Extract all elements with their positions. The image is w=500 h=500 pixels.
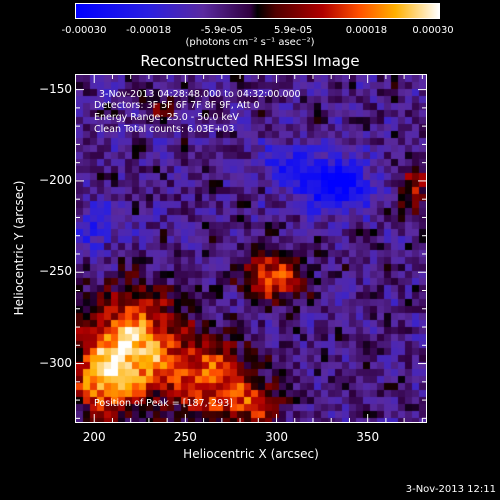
annotation-energy: Energy Range: 25.0 - 50.0 keV bbox=[94, 112, 239, 123]
y-axis-label: Heliocentric Y (arcsec) bbox=[12, 180, 26, 316]
colorbar-tick-label: -5.9e-05 bbox=[200, 25, 243, 36]
y-axis-tick-label: −300 bbox=[39, 355, 72, 370]
plot-timestamp: 3-Nov-2013 12:11 bbox=[405, 484, 496, 495]
colorbar-tick-label: 0.00018 bbox=[345, 25, 388, 36]
x-axis-tick-label: 300 bbox=[265, 430, 288, 444]
colorbar-tick-label: -0.00030 bbox=[61, 25, 107, 36]
plot-overlay bbox=[76, 75, 426, 422]
colorbar-tick-label: 0.00030 bbox=[412, 25, 454, 36]
x-axis-tick-label: 350 bbox=[356, 430, 380, 444]
annotation-clean: Clean Total counts: 6.03E+03 bbox=[94, 124, 235, 135]
heatmap-image bbox=[76, 75, 426, 422]
chart-title: Reconstructed RHESSI Image bbox=[140, 52, 360, 70]
colorbar-tick-label: 5.9e-05 bbox=[273, 25, 313, 36]
colorbar bbox=[75, 3, 440, 19]
x-axis-tick-label: 200 bbox=[82, 430, 106, 444]
colorbar-units: (photons cm⁻² s⁻¹ asec⁻²) bbox=[185, 37, 315, 48]
x-axis-label: Heliocentric X (arcsec) bbox=[183, 447, 319, 461]
x-axis-tick-label: 250 bbox=[173, 430, 197, 444]
annotation-peak: Position of Peak = [187,-293] bbox=[94, 398, 233, 409]
colorbar-tick-label: -0.00018 bbox=[126, 25, 172, 36]
annotation-time-range: 3-Nov-2013 04:28:48.000 to 04:32:00.000 bbox=[99, 89, 301, 100]
y-axis-tick-label: −150 bbox=[39, 81, 72, 96]
annotation-detectors: Detectors: 3F 5F 6F 7F 8F 9F, Att 0 bbox=[94, 100, 260, 111]
y-axis-tick-label: −250 bbox=[39, 264, 72, 279]
plot-area: 3-Nov-2013 04:28:48.000 to 04:32:00.000 … bbox=[75, 74, 427, 423]
y-axis-tick-label: −200 bbox=[39, 172, 72, 187]
colorbar-gradient bbox=[76, 4, 439, 18]
